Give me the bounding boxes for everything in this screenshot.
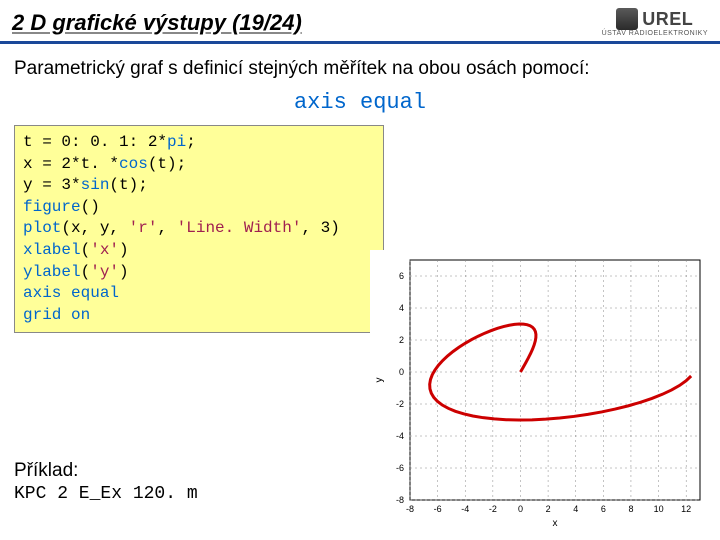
logo-badge-icon	[616, 8, 638, 30]
svg-text:10: 10	[654, 504, 664, 514]
svg-text:-6: -6	[396, 463, 404, 473]
svg-text:-2: -2	[396, 399, 404, 409]
svg-text:4: 4	[399, 303, 404, 313]
svg-text:6: 6	[601, 504, 606, 514]
svg-text:-8: -8	[396, 495, 404, 505]
logo-subtitle: ÚSTAV RADIOELEKTRONIKY	[602, 30, 708, 37]
intro-text: Parametrický graf s definicí stejných mě…	[0, 44, 720, 84]
example-label: Příklad:	[14, 460, 78, 481]
svg-text:6: 6	[399, 271, 404, 281]
example-file: KPC 2 E_Ex 120. m	[14, 484, 198, 504]
svg-text:0: 0	[399, 367, 404, 377]
example-block: Příklad: KPC 2 E_Ex 120. m	[14, 460, 198, 504]
svg-text:-4: -4	[461, 504, 469, 514]
svg-text:-2: -2	[489, 504, 497, 514]
svg-text:4: 4	[573, 504, 578, 514]
svg-text:8: 8	[628, 504, 633, 514]
logo: UREL ÚSTAV RADIOELEKTRONIKY	[602, 8, 708, 37]
svg-text:x: x	[553, 518, 558, 529]
svg-text:-4: -4	[396, 431, 404, 441]
code-block: t = 0: 0. 1: 2*pi;x = 2*t. *cos(t);y = 3…	[14, 125, 384, 333]
svg-text:0: 0	[518, 504, 523, 514]
logo-text: UREL	[642, 9, 693, 30]
svg-text:y: y	[374, 378, 385, 383]
svg-text:-8: -8	[406, 504, 414, 514]
parametric-plot: -8 -6 -4 -2 0 2 4 6 8 10 12 -8 -6 -4 -2 0 2 4 6 x y	[370, 250, 710, 530]
command-text: axis equal	[0, 84, 720, 125]
page-title: 2 D grafické výstupy (19/24)	[12, 10, 302, 36]
svg-text:-6: -6	[434, 504, 442, 514]
svg-text:2: 2	[399, 335, 404, 345]
svg-text:12: 12	[681, 504, 691, 514]
svg-text:2: 2	[546, 504, 551, 514]
